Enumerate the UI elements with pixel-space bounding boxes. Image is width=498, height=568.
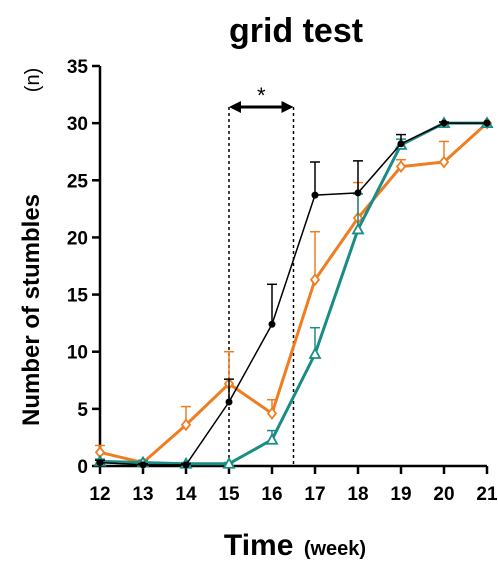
data-point — [311, 191, 319, 199]
data-point — [180, 418, 192, 432]
data-point — [182, 461, 190, 469]
x-tick-label: 14 — [175, 484, 197, 505]
y-axis-label: Number of stumbles — [18, 194, 45, 426]
x-axis-unit: (week) — [304, 538, 366, 560]
y-tick-label: 15 — [67, 286, 89, 307]
data-point — [351, 222, 365, 235]
x-tick-label: 13 — [132, 484, 153, 505]
data-point — [308, 347, 322, 359]
data-point — [483, 119, 491, 127]
plot-area: 0 5 10 15 20 25 30 35 12 13 14 15 16 17 18 19 20 21 * — [67, 57, 498, 505]
y-axis-title: Number of stumbles (n) — [18, 68, 45, 426]
y-tick-label: 0 — [77, 457, 88, 478]
x-tick-label: 21 — [476, 484, 498, 505]
y-tick-label: 35 — [67, 57, 89, 78]
data-point — [225, 398, 233, 406]
series-1 — [94, 116, 493, 470]
chart-title: grid test — [229, 12, 363, 50]
data-point — [397, 140, 405, 148]
data-point — [222, 456, 236, 469]
data-point — [266, 406, 278, 420]
y-tick-label: 5 — [77, 400, 88, 421]
series-line — [99, 122, 487, 466]
x-axis-title: Time (week) — [224, 529, 366, 562]
data-point — [438, 155, 450, 169]
series-line — [99, 122, 489, 465]
significance-arrowhead-right — [281, 101, 294, 113]
data-point — [139, 461, 147, 469]
x-tick-label: 15 — [218, 484, 240, 505]
x-tick-label: 20 — [433, 484, 454, 505]
y-tick-label: 30 — [67, 114, 88, 135]
data-point — [96, 459, 104, 467]
data-point — [440, 119, 448, 127]
series-3 — [95, 119, 491, 469]
x-tick-label: 16 — [261, 484, 282, 505]
x-axis-label: Time — [224, 529, 293, 562]
x-tick-label: 17 — [304, 484, 325, 505]
x-tick-label: 19 — [390, 484, 411, 505]
significance-label: * — [257, 83, 266, 108]
significance-arrowhead-left — [229, 101, 241, 113]
y-tick-label: 10 — [67, 343, 88, 364]
data-point — [268, 320, 276, 328]
y-tick-label: 25 — [67, 171, 89, 192]
x-tick-label: 12 — [89, 484, 110, 505]
data-point — [309, 273, 321, 287]
y-tick-label: 20 — [67, 228, 88, 249]
data-point — [265, 432, 279, 445]
data-point — [395, 160, 407, 174]
x-tick-label: 18 — [347, 484, 368, 505]
data-point — [354, 189, 362, 197]
y-axis-unit: (n) — [22, 68, 44, 92]
